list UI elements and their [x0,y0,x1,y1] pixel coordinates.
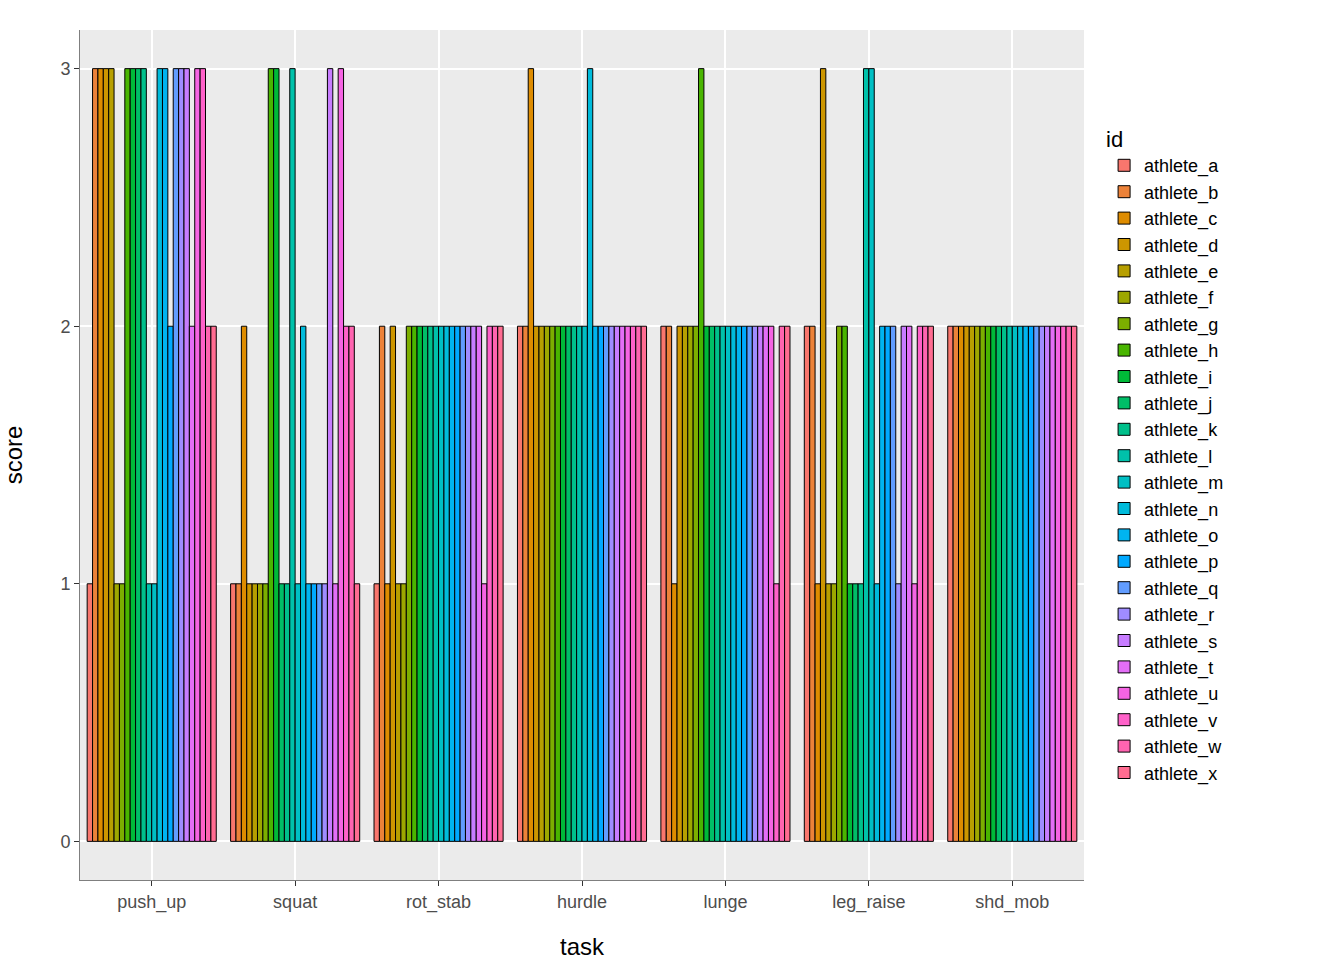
svg-text:athlete_g: athlete_g [1144,315,1218,336]
svg-text:2: 2 [60,317,70,337]
svg-text:athlete_t: athlete_t [1144,658,1213,679]
svg-text:athlete_w: athlete_w [1144,737,1222,758]
svg-text:athlete_v: athlete_v [1144,711,1217,732]
svg-text:athlete_e: athlete_e [1144,262,1218,283]
svg-text:athlete_b: athlete_b [1144,183,1218,204]
svg-text:athlete_p: athlete_p [1144,552,1218,573]
svg-text:athlete_j: athlete_j [1144,394,1212,415]
svg-text:athlete_l: athlete_l [1144,447,1212,468]
svg-text:task: task [560,933,605,960]
svg-text:lunge: lunge [703,892,747,912]
svg-text:leg_raise: leg_raise [832,892,905,913]
svg-text:athlete_k: athlete_k [1144,420,1218,441]
svg-text:athlete_f: athlete_f [1144,288,1214,309]
svg-text:athlete_x: athlete_x [1144,764,1217,785]
svg-text:id: id [1106,127,1123,152]
svg-text:1: 1 [60,574,70,594]
svg-text:3: 3 [60,59,70,79]
svg-text:athlete_q: athlete_q [1144,579,1218,600]
svg-text:athlete_d: athlete_d [1144,236,1218,257]
svg-text:rot_stab: rot_stab [406,892,471,913]
svg-text:score: score [0,426,27,485]
svg-text:squat: squat [273,892,317,912]
svg-text:0: 0 [60,832,70,852]
svg-text:athlete_r: athlete_r [1144,605,1214,626]
svg-text:shd_mob: shd_mob [975,892,1049,913]
svg-text:athlete_n: athlete_n [1144,500,1218,521]
svg-text:athlete_h: athlete_h [1144,341,1218,362]
svg-text:hurdle: hurdle [557,892,607,912]
svg-text:athlete_u: athlete_u [1144,684,1218,705]
svg-text:athlete_i: athlete_i [1144,368,1212,389]
svg-text:athlete_c: athlete_c [1144,209,1217,230]
svg-text:athlete_a: athlete_a [1144,156,1219,177]
svg-text:push_up: push_up [117,892,186,913]
svg-text:athlete_s: athlete_s [1144,632,1217,653]
svg-text:athlete_m: athlete_m [1144,473,1223,494]
svg-text:athlete_o: athlete_o [1144,526,1218,547]
